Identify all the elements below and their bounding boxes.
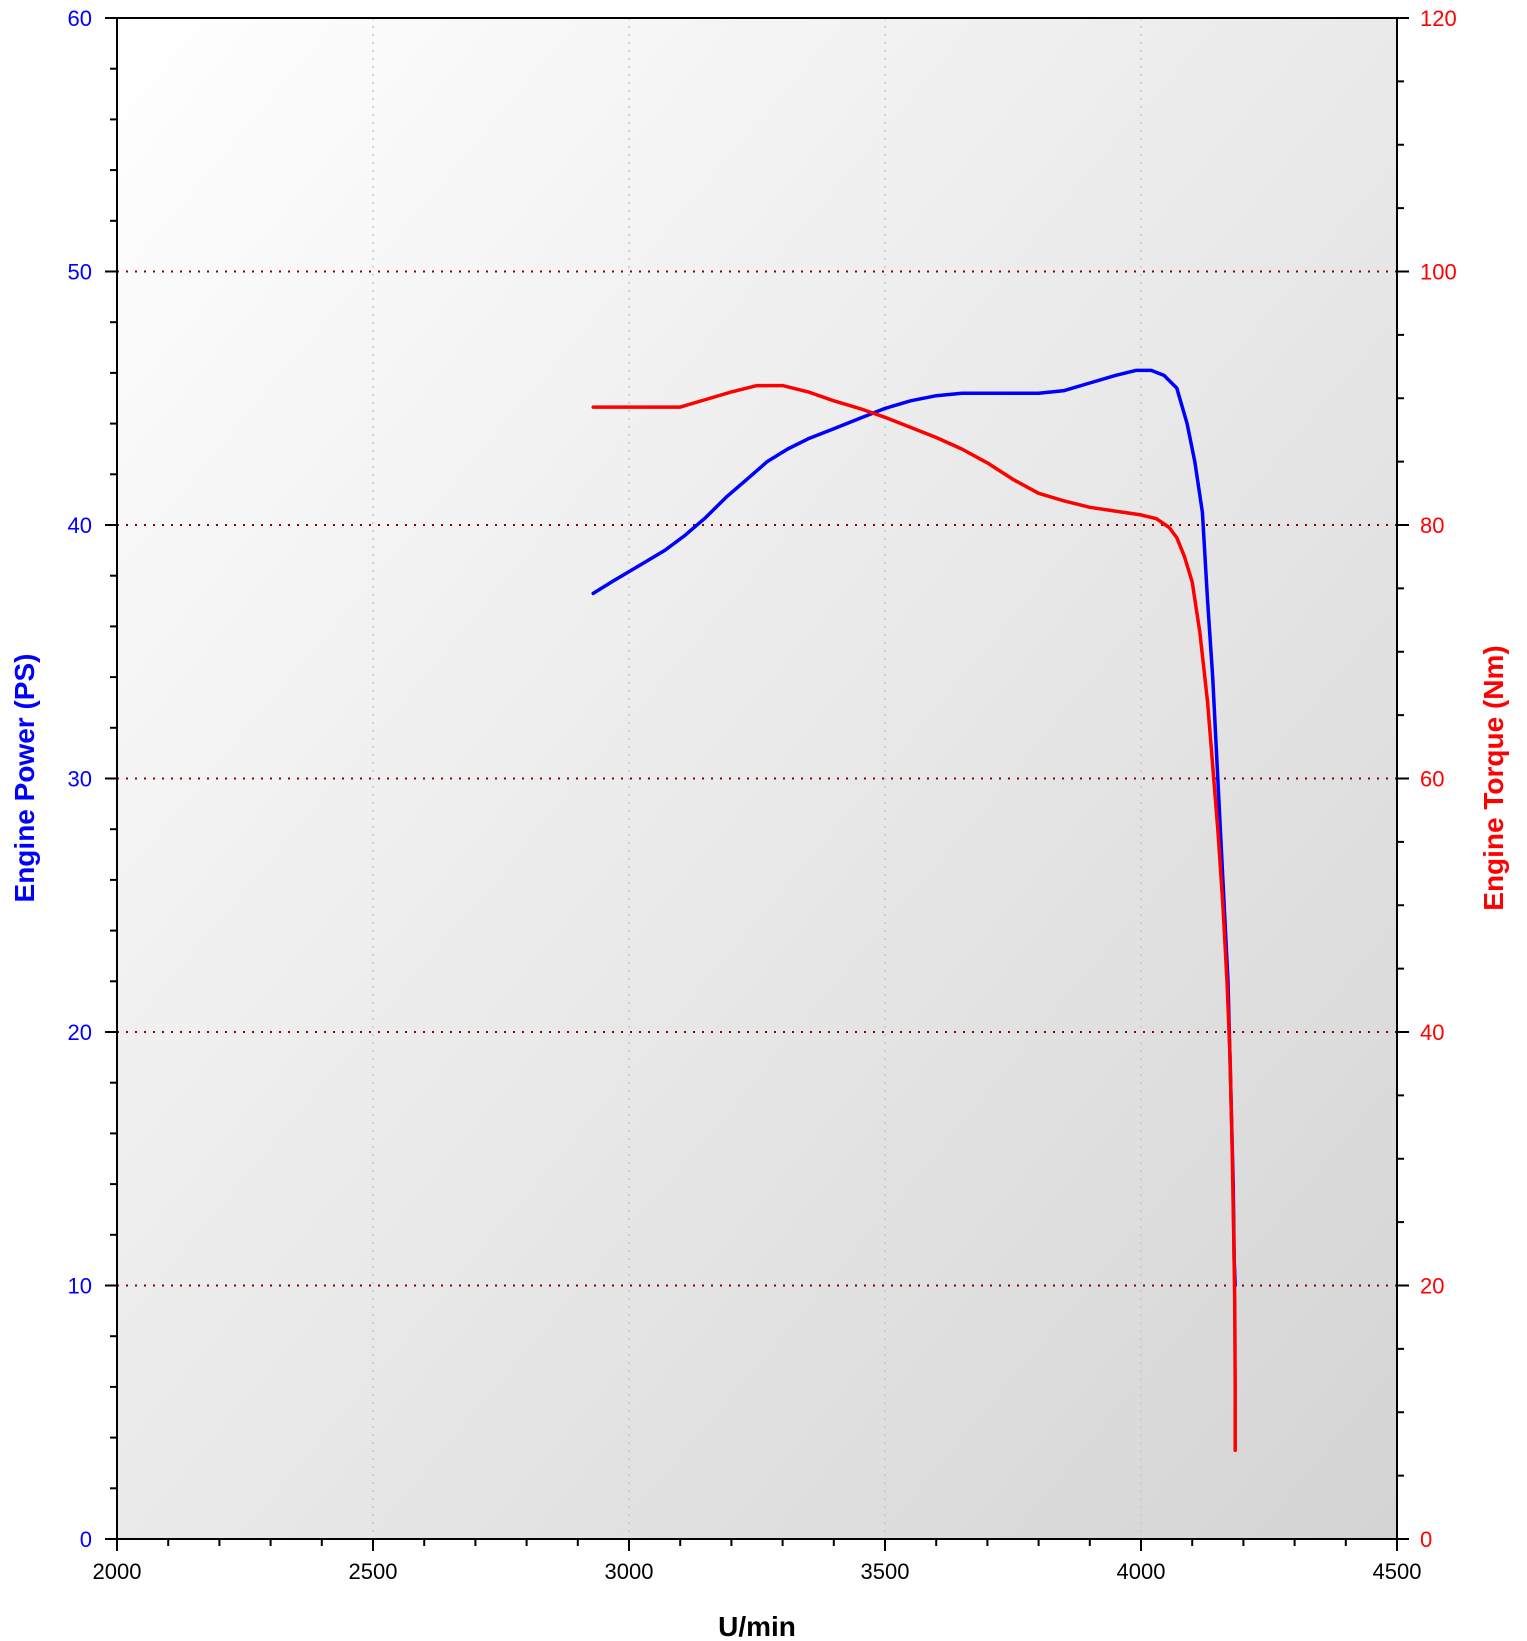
y-right-tick-label: 80 [1420, 513, 1444, 538]
y-axis-left-title: Engine Power (PS) [9, 654, 40, 903]
x-axis-title: U/min [718, 1611, 796, 1641]
tick-labels: 2000 2500 3000 3500 4000 4500 0 10 20 30 40 50 60 0 20… [68, 6, 1457, 1584]
y-right-tick-label: 40 [1420, 1020, 1444, 1045]
torque-series-line [591, 383, 1237, 1453]
y-axis-right-title: Engine Torque (Nm) [1478, 645, 1509, 910]
y-left-tick-label: 0 [80, 1527, 92, 1552]
x-tick-label: 4000 [1117, 1559, 1166, 1584]
y-left-tick-label: 30 [68, 767, 92, 792]
x-tick-label: 4500 [1373, 1559, 1422, 1584]
y-left-tick-label: 10 [68, 1274, 92, 1299]
y-right-tick-label: 20 [1420, 1274, 1444, 1299]
x-tick-label: 2500 [349, 1559, 398, 1584]
y-left-tick-label: 60 [68, 6, 92, 31]
y-left-tick-label: 40 [68, 513, 92, 538]
series-lines [591, 368, 1237, 1453]
axis-ticks [105, 17, 1409, 1551]
x-tick-label: 3000 [605, 1559, 654, 1584]
y-right-tick-label: 0 [1420, 1527, 1432, 1552]
horizontal-gridlines [117, 270, 1397, 1287]
y-right-tick-label: 60 [1420, 767, 1444, 792]
power-series-line [591, 368, 1237, 1288]
y-right-tick-label: 120 [1420, 6, 1457, 31]
y-left-tick-label: 20 [68, 1020, 92, 1045]
y-left-tick-label: 50 [68, 260, 92, 285]
x-tick-label: 3500 [861, 1559, 910, 1584]
x-tick-label: 2000 [93, 1559, 142, 1584]
vertical-gridlines [372, 18, 1142, 1539]
y-right-tick-label: 100 [1420, 260, 1457, 285]
